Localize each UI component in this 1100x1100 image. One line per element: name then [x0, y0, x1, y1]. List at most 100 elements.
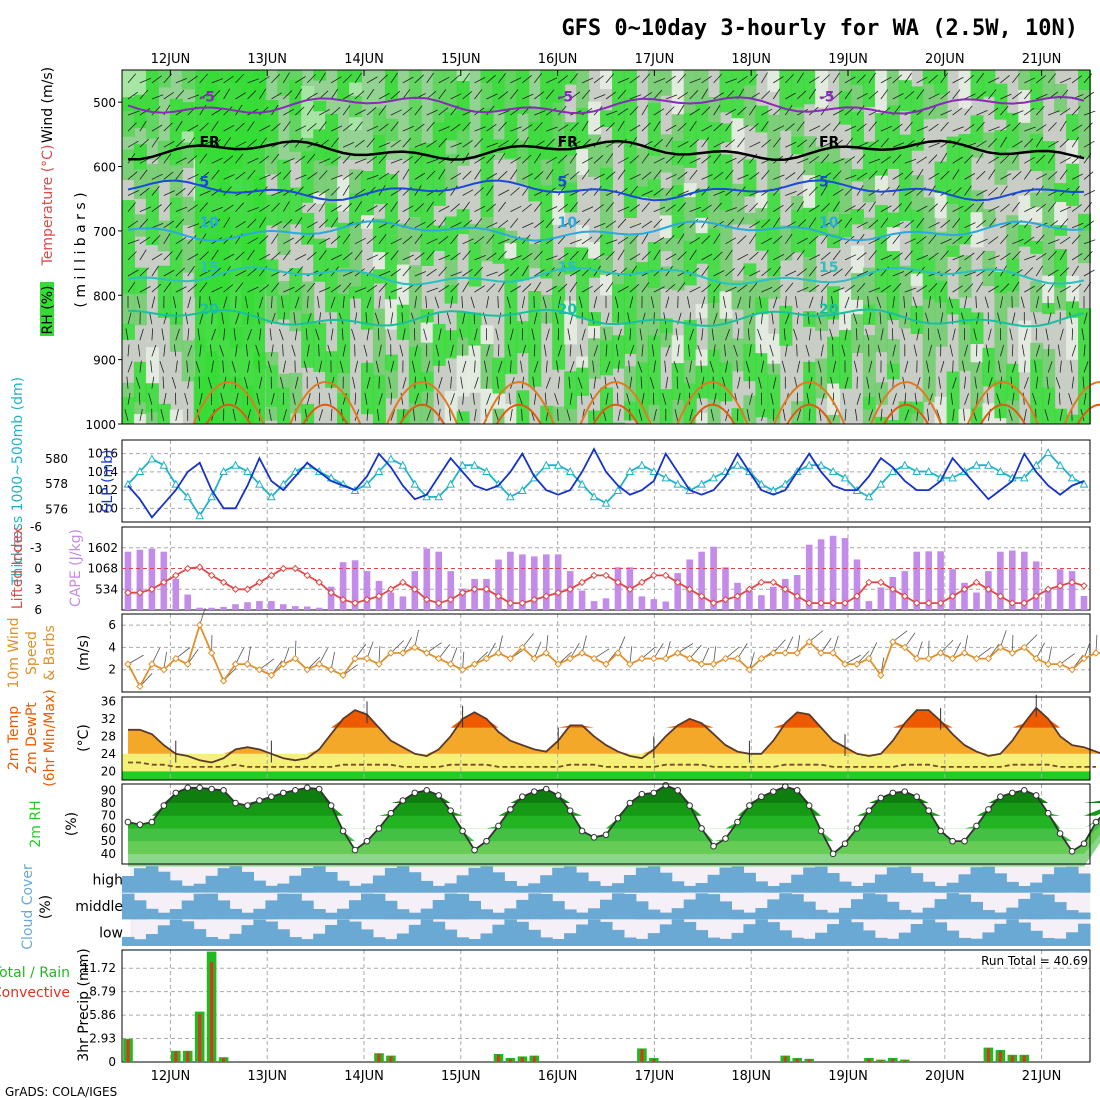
li-point	[136, 589, 144, 597]
wind-barb	[375, 360, 380, 373]
rh-cell	[695, 102, 709, 119]
wind-barb	[832, 219, 843, 228]
wind10m-point	[913, 654, 921, 663]
wind-barb	[749, 270, 761, 277]
rh-cell	[851, 273, 864, 300]
rh-cell	[552, 259, 566, 286]
wind-barb	[745, 360, 750, 373]
rh-cell	[169, 197, 183, 216]
wind-barb	[462, 121, 471, 132]
wind-barb	[533, 201, 543, 212]
wind-barb	[688, 344, 691, 357]
rh2m-point	[530, 788, 538, 795]
top-day-label: 21JUN	[1022, 52, 1062, 67]
wind-barb	[1000, 283, 1010, 293]
rh-cell	[456, 95, 470, 130]
wind10m-point	[1032, 654, 1040, 663]
bottom-day-label: 12JUN	[151, 1069, 191, 1084]
precip-convective-bar	[891, 1058, 895, 1062]
wind-barb	[593, 155, 604, 164]
wind-barb	[653, 169, 662, 180]
wind-barb	[1000, 252, 1011, 261]
wind-barb	[259, 204, 270, 212]
wind-barb	[605, 344, 608, 357]
wind-barb	[342, 282, 352, 293]
wind10m-point	[709, 660, 718, 668]
wind-barb	[1035, 252, 1047, 261]
wind-barb	[280, 376, 284, 389]
wind-barb	[653, 249, 661, 261]
rh-cell	[970, 190, 984, 213]
wind-barb	[617, 138, 627, 148]
wind-barb	[436, 392, 440, 405]
wind-barb	[808, 205, 820, 212]
wind-barb	[1012, 91, 1023, 100]
wind-barb	[354, 287, 367, 293]
cloud-cell-low	[576, 924, 589, 946]
wind-barb	[568, 376, 571, 389]
wind-barb	[175, 157, 187, 164]
wind-barb	[339, 360, 344, 373]
wind-barb	[641, 220, 653, 229]
wind-barb	[366, 174, 379, 180]
rh-cell	[265, 100, 279, 111]
wind-barb	[545, 138, 555, 148]
top-day-label: 13JUN	[247, 52, 287, 67]
cloud-cell-low	[874, 937, 888, 946]
wind-barb	[988, 187, 998, 196]
rh-cell	[492, 227, 506, 264]
rh-cell	[767, 70, 781, 93]
wind-barb	[330, 235, 341, 245]
rh2m-point	[578, 827, 586, 835]
rh-cell	[683, 240, 697, 286]
wind-barb	[211, 249, 219, 261]
wind-barb	[522, 93, 534, 100]
rh-cell	[934, 193, 948, 219]
rh-cell	[612, 335, 625, 369]
wind-barb	[593, 185, 602, 196]
wind-barb	[904, 201, 912, 212]
wind-barb	[772, 328, 776, 341]
wind-barb	[710, 408, 714, 421]
wind-barb	[1081, 328, 1085, 341]
wind-axis-label: Wind (m/s)	[40, 67, 56, 143]
wind-barb	[414, 376, 416, 389]
boundary-layer-isotherm	[773, 381, 846, 425]
cloud-cell-low	[779, 930, 792, 946]
thickness-point	[924, 466, 934, 476]
wind-barb	[629, 185, 638, 196]
rh-cell	[289, 70, 303, 80]
rh-cell	[516, 321, 530, 354]
rh-cell	[958, 308, 972, 325]
cloud-cell-low	[313, 933, 326, 946]
cape-bar	[662, 601, 670, 610]
cloud-cell-high	[289, 875, 302, 893]
wind-barb	[856, 203, 866, 212]
wind-barb	[653, 206, 666, 212]
wind10m-point	[411, 643, 419, 652]
wind-barb	[1035, 105, 1045, 116]
wind-barb	[510, 285, 521, 293]
wind-barb	[282, 170, 292, 180]
wind-barb	[772, 88, 781, 100]
wind-barb	[820, 270, 833, 277]
pressure-tick-label: 800	[93, 289, 116, 303]
rh-cell	[719, 154, 733, 199]
rh-cell	[612, 127, 625, 144]
wind-barb	[1024, 206, 1036, 212]
cloud-cell-high	[492, 872, 505, 893]
rh-cell	[719, 198, 733, 210]
rh-cell	[396, 304, 410, 325]
cloud-cell-low	[707, 937, 721, 946]
wind-frame	[121, 613, 1091, 693]
wind-barb	[725, 328, 730, 341]
wind10m-barb	[342, 664, 358, 676]
li-point	[662, 571, 670, 580]
wind-barb	[438, 126, 450, 132]
rh2m-point	[447, 807, 454, 814]
wind-barb	[199, 73, 208, 84]
wind-barb	[426, 250, 435, 261]
wind-barb	[510, 267, 519, 277]
wind10m-point	[781, 649, 789, 657]
wind-barb	[605, 239, 618, 245]
